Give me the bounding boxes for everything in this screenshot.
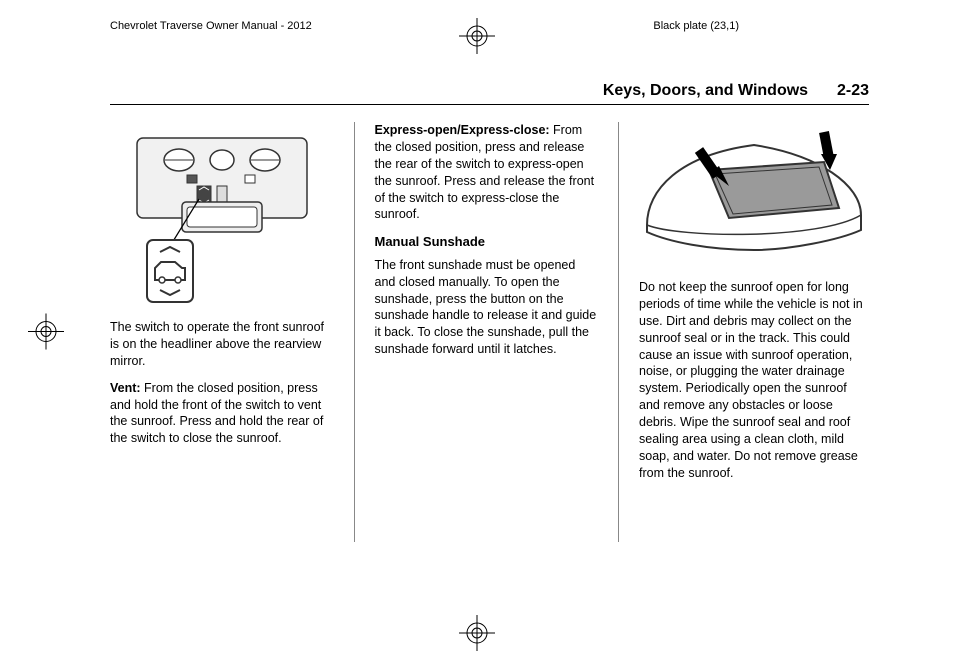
column-1: The switch to operate the front sunroof … (110, 122, 334, 542)
switch-location-text: The switch to operate the front sunroof … (110, 319, 334, 370)
registration-icon (28, 314, 64, 350)
plate-info: Black plate (23,1) (653, 20, 739, 32)
crop-mark-bottom (459, 615, 495, 656)
column-2: Express-open/Express-close: From the clo… (375, 122, 599, 542)
vent-body: From the closed position, press and hold… (110, 381, 323, 446)
express-body: From the closed position, press and rele… (375, 123, 595, 221)
express-label: Express-open/Express-close: (375, 123, 550, 137)
column-divider-1 (354, 122, 355, 542)
header-rule (110, 104, 869, 105)
crop-mark-left (28, 314, 64, 355)
vent-label: Vent: (110, 381, 141, 395)
manual-title: Chevrolet Traverse Owner Manual - 2012 (110, 20, 312, 32)
sunroof-switch-illustration (127, 130, 317, 305)
manual-sunshade-text: The front sunshade must be opened and cl… (375, 257, 599, 358)
express-paragraph: Express-open/Express-close: From the clo… (375, 122, 599, 223)
sunroof-roof-illustration (639, 130, 869, 265)
section-title: Keys, Doors, and Windows (603, 82, 808, 99)
column-divider-2 (618, 122, 619, 542)
page-number: 2-23 (837, 82, 869, 99)
manual-sunshade-heading: Manual Sunshade (375, 233, 599, 251)
maintenance-text: Do not keep the sunroof open for long pe… (639, 279, 869, 482)
manual-page: Chevrolet Traverse Owner Manual - 2012 B… (0, 0, 954, 668)
print-header: Chevrolet Traverse Owner Manual - 2012 B… (0, 20, 954, 44)
vent-paragraph: Vent: From the closed position, press an… (110, 380, 334, 448)
content-columns: The switch to operate the front sunroof … (110, 122, 869, 542)
page-header: Keys, Doors, and Windows 2-23 (110, 82, 869, 100)
registration-icon (459, 615, 495, 651)
column-3: Do not keep the sunroof open for long pe… (639, 122, 869, 542)
